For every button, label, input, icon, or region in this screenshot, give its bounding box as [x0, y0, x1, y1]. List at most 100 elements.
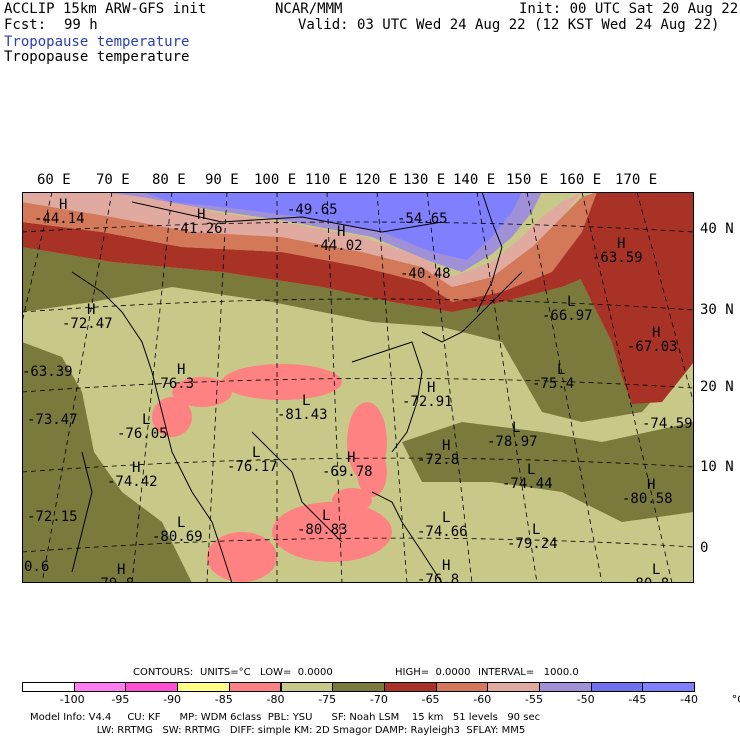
extrema-labels: H-44.14 H-41.26-49.65-54.65H-44.02-40.48H…: [22, 197, 693, 583]
lon-label: 110 E: [305, 172, 348, 188]
extremum-value: -80.69: [152, 529, 203, 545]
legend-tick-label: -50: [576, 693, 595, 706]
legend-tick-label: -40: [680, 693, 699, 706]
extremum-value: -44.02: [312, 238, 363, 254]
field-olive-east: [402, 422, 694, 522]
extremum-value: -49.65: [287, 202, 338, 218]
extremum-value: -80.83: [297, 522, 348, 538]
extremum-label: H-80.58: [622, 477, 673, 507]
legend-swatch: [22, 682, 75, 692]
legend-tick-label: -65: [421, 693, 440, 706]
field-olive-southwest: [22, 342, 192, 583]
extremum-label: H-63.59: [592, 236, 643, 266]
extremum-value: 0.6: [24, 559, 49, 575]
legend-tick-label: -85: [214, 693, 233, 706]
extremum-value: -72.91: [402, 394, 453, 410]
lat-lon-grid: [22, 192, 694, 583]
extremum-kind: L: [322, 508, 330, 524]
lat-label: 30 N: [700, 302, 734, 318]
legend-tick-label: -95: [111, 693, 130, 706]
extremum-label: H-69.78: [322, 450, 373, 480]
extremum-label: H-76.3: [152, 362, 194, 392]
extremum-kind: L: [567, 294, 575, 310]
field-pink: [22, 192, 582, 287]
extremum-kind: L: [532, 522, 540, 538]
extremum-label: L-74.66: [417, 510, 468, 540]
extremum-kind: L: [652, 562, 660, 578]
extremum-value: -44.14: [34, 211, 85, 227]
extremum-label: -49.65: [287, 202, 338, 218]
extremum-kind: H: [197, 207, 205, 223]
legend-swatch: [177, 682, 230, 692]
legend-tick-label: -75: [318, 693, 337, 706]
extremum-kind: H: [87, 302, 95, 318]
contours-interval: INTERVAL= 1000.0: [478, 667, 579, 678]
legend-swatch: [487, 682, 540, 692]
extremum-value: -66.97: [542, 308, 593, 324]
extremum-label: L-80.69: [152, 515, 203, 545]
extremum-label: H-76.8: [417, 558, 459, 583]
init-time: Init: 00 UTC Sat 20 Aug 22: [519, 1, 739, 17]
legend-swatch: [642, 682, 696, 692]
contours-low: LOW= 0.0000: [260, 667, 333, 678]
extremum-kind: H: [652, 325, 660, 341]
extremum-label: 0.6: [24, 559, 49, 575]
extremum-kind: L: [302, 393, 310, 409]
extremum-value: -63.39: [22, 364, 73, 380]
extremum-label: L-78.97: [487, 420, 538, 450]
extremum-kind: L: [177, 515, 185, 531]
legend-swatch: [280, 682, 334, 692]
extremum-label: H-72.47: [62, 302, 113, 332]
contours-high: HIGH= 0.0000: [395, 667, 471, 678]
extremum-kind: L: [442, 510, 450, 526]
extremum-value: -76.8: [417, 572, 459, 583]
legend-tick-label: -90: [163, 693, 182, 706]
extremum-kind: H: [617, 236, 625, 252]
lat-label: 20 N: [700, 379, 734, 395]
extremum-label: L-75.4: [532, 362, 574, 392]
extremum-label: H-72.91: [402, 380, 453, 410]
extremum-kind: H: [132, 460, 140, 476]
lon-label: 70 E: [96, 172, 130, 188]
lon-label: 170 E: [615, 172, 658, 188]
extremum-label: L-80.83: [297, 508, 348, 538]
extremum-value: -76.3: [152, 376, 194, 392]
model-info-line-1: Model Info: V4.4 CU: KF MP: WDM 6class P…: [30, 712, 541, 723]
extremum-kind: L: [527, 462, 535, 478]
extremum-value: -74.44: [502, 476, 553, 492]
extremum-value: -40.48: [400, 266, 451, 282]
legend-swatch: [590, 682, 644, 692]
extremum-label: -72.15: [27, 509, 78, 525]
legend-tick-label: -80: [266, 693, 285, 706]
extremum-label: L-79.24: [507, 522, 558, 552]
extremum-label: L-80.8: [627, 562, 669, 583]
extremum-label: -40.48: [400, 266, 451, 282]
extremum-label: H-41.26: [172, 207, 223, 237]
extremum-value: -79.8: [92, 576, 134, 583]
extremum-kind: H: [59, 197, 67, 213]
lon-label: 100 E: [254, 172, 297, 188]
extremum-kind: H: [347, 450, 355, 466]
legend-tick-label: -100: [59, 693, 85, 706]
extremum-label: L-74.44: [502, 462, 553, 492]
lat-label: 10 N: [700, 459, 734, 475]
extremum-kind: H: [442, 438, 450, 454]
extremum-kind: H: [427, 380, 435, 396]
extremum-kind: H: [442, 558, 450, 574]
valid-time: Valid: 03 UTC Wed 24 Aug 22 (12 KST Wed …: [298, 17, 720, 33]
lon-label: 160 E: [559, 172, 602, 188]
extremum-label: L-66.97: [542, 294, 593, 324]
lon-label: 120 E: [355, 172, 398, 188]
lon-label: 140 E: [453, 172, 496, 188]
extremum-kind: H: [177, 362, 185, 378]
extremum-value: -74.42: [107, 474, 158, 490]
model-info-line-2: LW: RRTMG SW: RRTMG DIFF: simple KM: 2D …: [30, 725, 526, 736]
legend-tick-label: -55: [525, 693, 543, 706]
field-name-primary: Tropopause temperature: [4, 34, 190, 50]
extremum-label: H-67.03: [627, 325, 678, 355]
contours-units: UNITS=°C: [200, 667, 251, 678]
legend-tick-label: °C: [731, 693, 740, 706]
field-salmon-patches: [152, 364, 392, 582]
extremum-value: -72.47: [62, 316, 113, 332]
extremum-value: -76.17: [227, 459, 278, 475]
